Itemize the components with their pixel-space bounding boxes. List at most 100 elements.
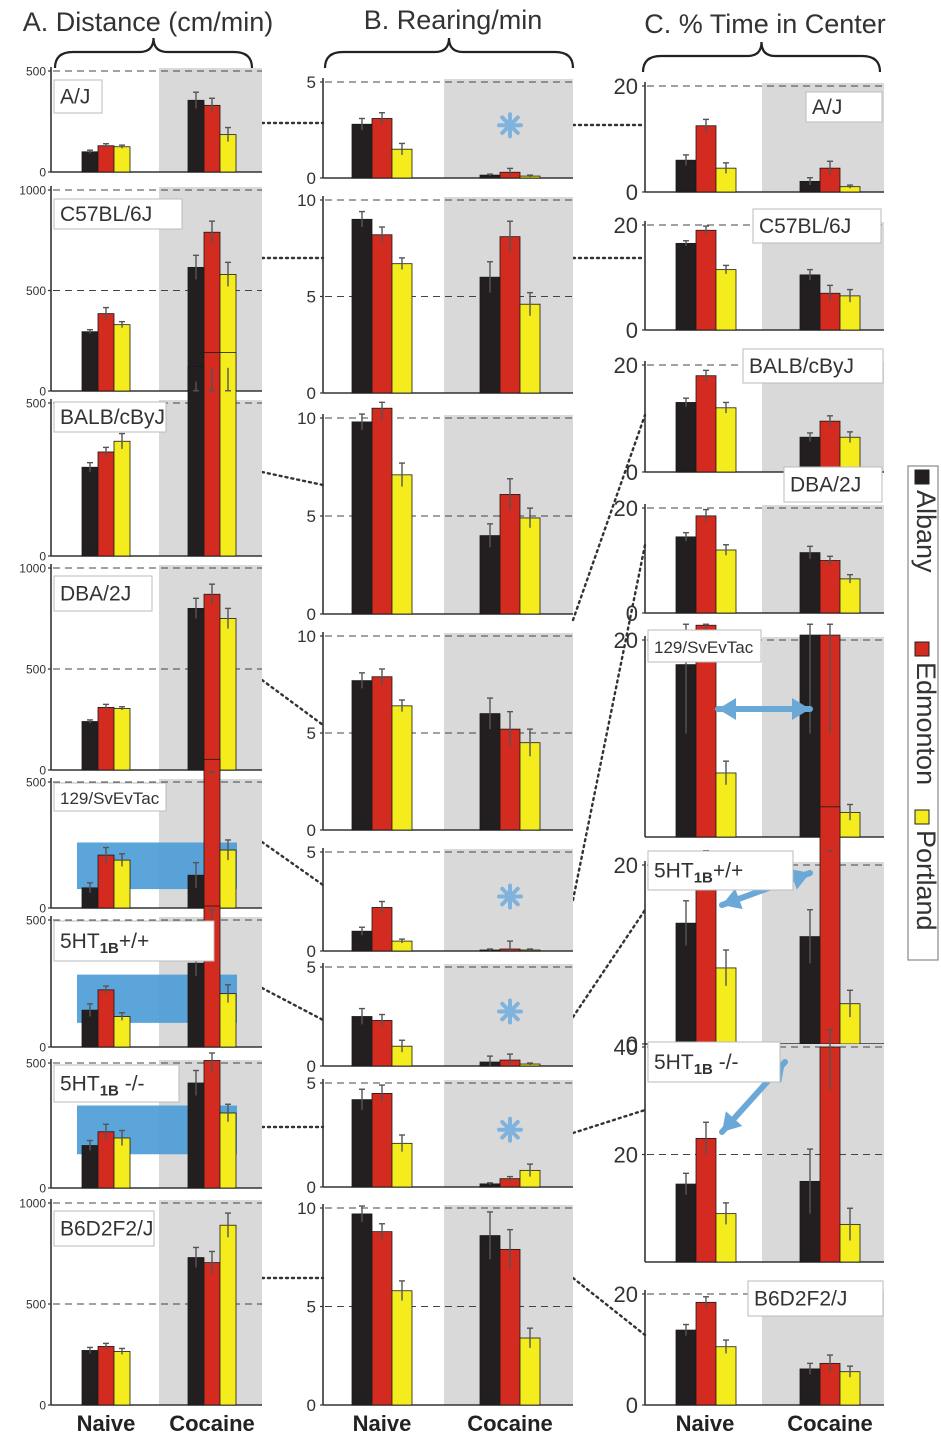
bar-albany-cocaine (187, 1257, 205, 1406)
y-tick-label: 1000 (19, 1196, 46, 1210)
bar-portland-naive (715, 549, 737, 614)
bar-portland-cocaine (219, 1224, 237, 1406)
bar-albany-cocaine (187, 99, 205, 173)
significance-asterisk (497, 112, 523, 139)
comparison-arrow (715, 698, 813, 720)
bar-edmonton-cocaine (203, 104, 221, 173)
strain-label-box (53, 79, 103, 114)
y-tick-label: 20 (614, 1142, 638, 1167)
bar-edmonton-cocaine (203, 593, 221, 771)
bar-edmonton-naive (371, 407, 393, 615)
panel-a-a-j: 0 500 A/J (26, 64, 262, 179)
legend-swatch-portland (914, 809, 930, 825)
bar-portland-cocaine (519, 517, 541, 615)
bar-edmonton-naive (97, 145, 115, 173)
arrow-head (722, 1111, 743, 1132)
x-label-naive-c: Naive (676, 1411, 735, 1436)
strain-label: DBA/2J (60, 583, 131, 606)
y-tick-label: 0 (307, 1057, 316, 1076)
x-label-naive-a: Naive (77, 1411, 136, 1436)
y-tick-label: 500 (26, 396, 46, 410)
bar-portland-naive (113, 1351, 131, 1406)
y-tick-label: 5 (307, 288, 316, 307)
arrow-head (792, 698, 810, 720)
panel-c-balb-cbyj: 0 20 BALB/cByJ (614, 348, 884, 485)
bar-albany-naive (351, 1099, 373, 1188)
panel-b-5ht1b: 05 (307, 1074, 573, 1197)
bar-edmonton-naive (371, 1231, 393, 1406)
x-label-cocaine-a: Cocaine (169, 1411, 255, 1436)
panel-c-129-svevtac: 20 129/SvEvTac (614, 623, 884, 838)
panel-b-a-j: 05 (307, 73, 573, 188)
bar-portland-cocaine (219, 1112, 237, 1189)
asterisk-stroke (500, 1120, 520, 1140)
strain-label-box (647, 1041, 781, 1083)
bar-edmonton-cocaine (203, 1060, 221, 1189)
strain-label: BALB/cByJ (749, 355, 854, 378)
bar-portland-cocaine (519, 1337, 541, 1406)
bar-portland-cocaine (219, 352, 237, 557)
bar-portland-cocaine (519, 303, 541, 394)
panel-b-dba-2j: 0 5 10 (297, 627, 573, 840)
y-tick-label: 500 (26, 1297, 46, 1311)
strain-label-genotype: -/- (713, 1051, 739, 1074)
y-tick-label: 500 (26, 775, 46, 789)
y-tick-label: 5 (307, 507, 316, 526)
strain-label-box (742, 348, 884, 384)
y-tick-label: 0 (307, 942, 316, 961)
x-label-cocaine-c: Cocaine (787, 1411, 873, 1436)
bar-albany-naive (351, 123, 373, 179)
y-tick-label: 0 (307, 1396, 316, 1415)
strain-label-box (805, 91, 883, 123)
x-label-cocaine-b: Cocaine (467, 1411, 553, 1436)
bar-edmonton-naive (97, 706, 115, 771)
bar-edmonton-naive (695, 515, 717, 614)
strain-label: B6D2F2/J (754, 1288, 847, 1311)
bar-edmonton-cocaine (499, 1248, 521, 1406)
legend: Albany Edmonton Portland (907, 465, 941, 961)
y-tick-label: 20 (614, 213, 638, 238)
y-tick-label: 500 (26, 662, 46, 676)
panel-c-5ht1b: 020 5HT1B+/+ (614, 806, 884, 1057)
arrow-head (789, 868, 810, 890)
bar-edmonton-naive (371, 907, 393, 952)
bar-edmonton-cocaine (819, 806, 841, 1045)
panel-c-b6d2f2-j: 0 20 B6D2F2/J (614, 1280, 884, 1418)
strain-label: BALB/cByJ (60, 406, 165, 429)
bar-albany-naive (81, 721, 99, 771)
panel-c-c57bl-6j: 0 20 C57BL/6J (614, 208, 884, 343)
bar-edmonton-naive (371, 1020, 393, 1067)
strain-label-subscript: 1B (694, 870, 713, 887)
y-tick-label: 0 (39, 763, 46, 777)
y-tick-label: 0 (307, 821, 316, 840)
bar-edmonton-naive (695, 1301, 717, 1406)
bar-albany-naive (81, 1145, 99, 1189)
arrow-head (722, 888, 743, 910)
y-tick-label: 0 (626, 318, 638, 343)
y-tick-label: 20 (614, 628, 638, 653)
strain-label: A/J (60, 86, 90, 109)
bar-portland-cocaine (839, 578, 861, 614)
arrow-head (718, 698, 736, 720)
bar-albany-naive (675, 402, 697, 473)
strain-label-box (53, 920, 215, 962)
bar-portland-naive (113, 707, 131, 771)
strain-label-genotype: +/+ (119, 930, 149, 953)
strain-label: C57BL/6J (60, 203, 152, 226)
bar-edmonton-naive (695, 1137, 717, 1263)
bar-portland-naive (715, 407, 737, 473)
bar-edmonton-naive (695, 229, 717, 331)
strain-label: B6D2F2/J (60, 1218, 153, 1241)
strain-label: DBA/2J (790, 474, 861, 497)
bar-edmonton-cocaine (819, 560, 841, 614)
strain-label-box (53, 782, 167, 812)
strain-label-box (752, 208, 882, 244)
y-tick-label: 0 (626, 180, 638, 205)
asterisk-stroke (500, 886, 520, 907)
y-tick-label: 500 (26, 913, 46, 927)
bar-portland-naive (715, 269, 737, 331)
bar-albany-naive (675, 242, 697, 331)
panel-b-c57bl-6j: 0 5 10 (297, 191, 573, 403)
panel-b-balb-cbyj: 0 5 10 (297, 401, 573, 624)
